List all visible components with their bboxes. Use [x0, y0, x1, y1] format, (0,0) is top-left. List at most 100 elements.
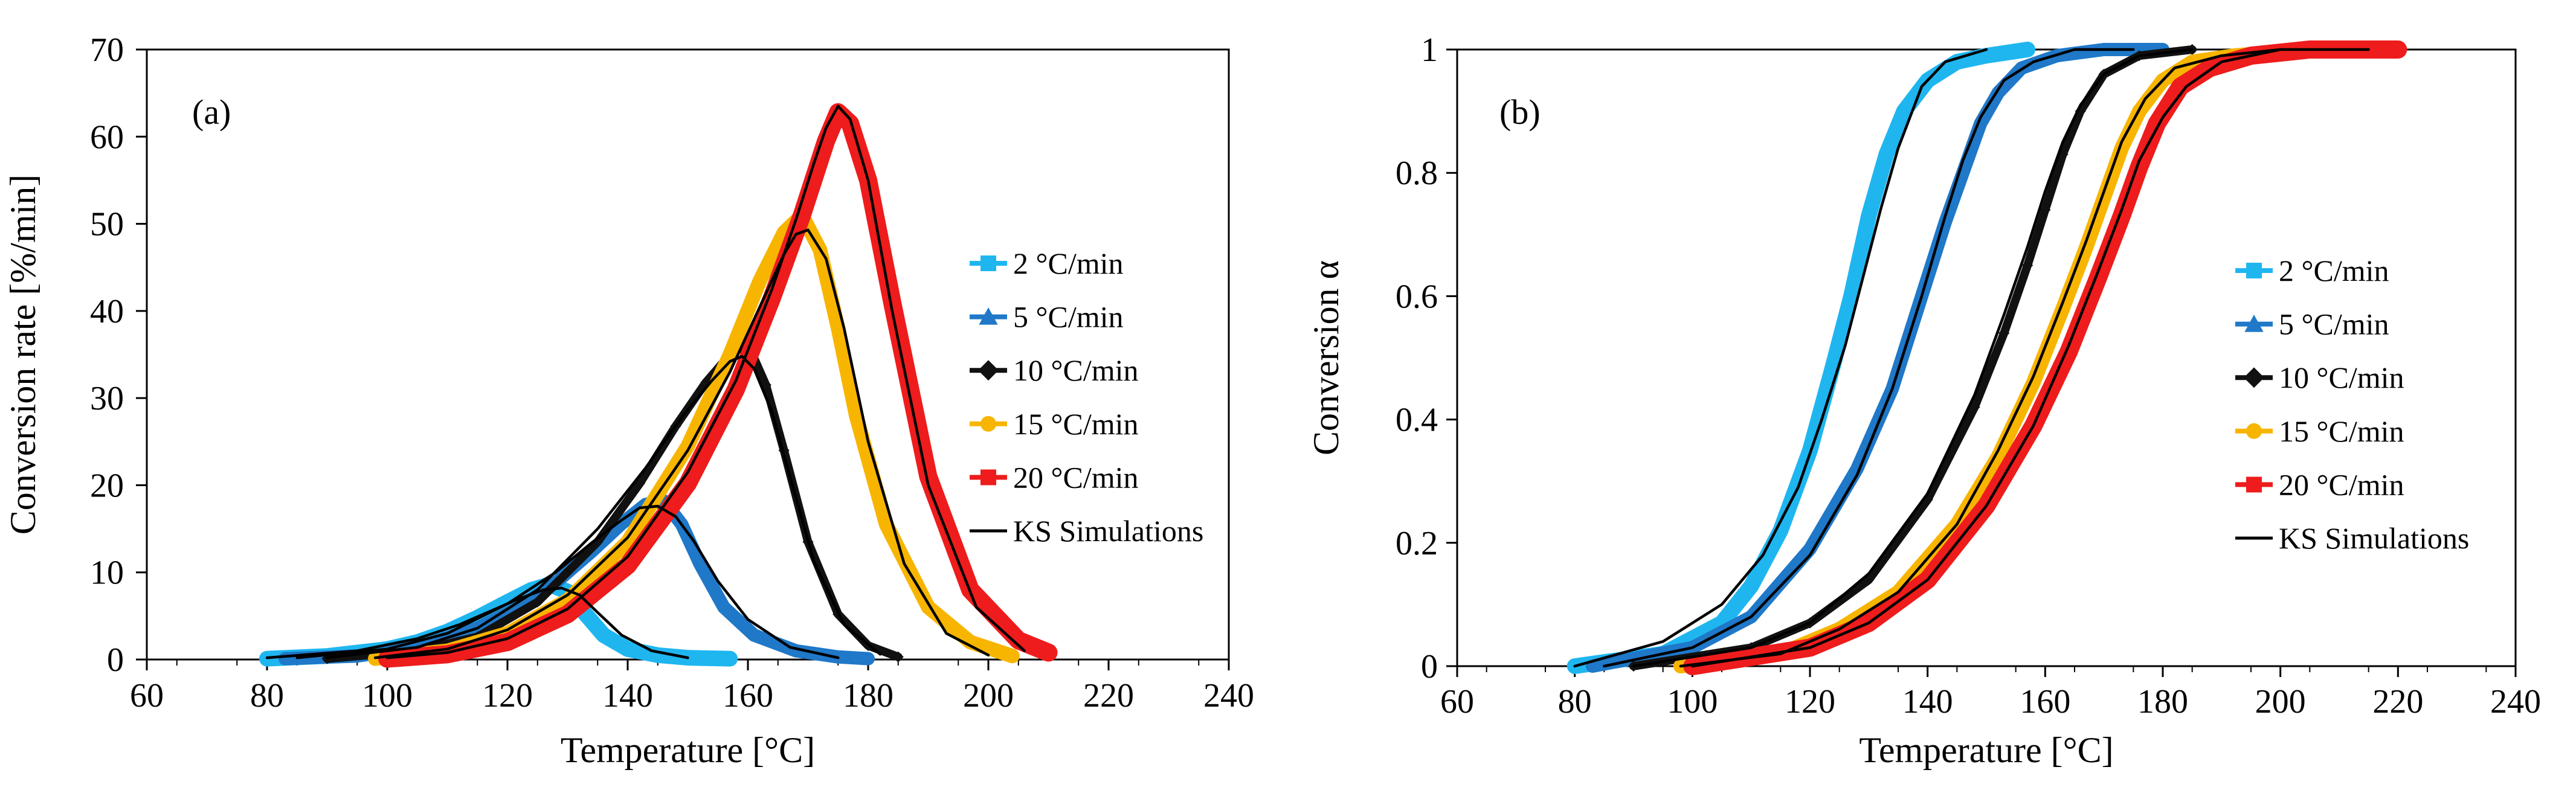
legend-marker-1 [2244, 315, 2264, 332]
legend-marker-1 [979, 307, 998, 325]
data-point-series-1 [791, 646, 801, 655]
data-point-series-0 [1847, 292, 1856, 301]
legend-marker-2 [978, 360, 999, 381]
data-point-series-4 [2394, 45, 2403, 54]
y-tick-label: 60 [90, 118, 124, 156]
legend-label: 10 °C/min [2279, 361, 2404, 394]
panel-b-conversion-chart: 60 80 100 120 140 160 180 200 220 240 0 0.2 0.4 0.6 0.… [1306, 31, 2541, 770]
x-tick-label: 60 [130, 677, 164, 714]
data-point-series-0 [1899, 107, 1908, 116]
data-point-series-1 [616, 518, 627, 528]
x-tick-label: 180 [843, 677, 894, 714]
y-tick-label: 0.8 [1396, 155, 1438, 192]
legend-marker-0 [2246, 263, 2262, 278]
legend-label: 5 °C/min [2279, 307, 2389, 341]
legend-marker-3 [2246, 423, 2262, 439]
x-tick-label: 60 [1440, 683, 1474, 721]
series-line-0 [1567, 42, 2036, 674]
legend-marker-4 [2246, 477, 2262, 493]
data-point-series-4 [623, 561, 632, 570]
legend-label: 20 °C/min [2279, 467, 2404, 501]
data-point-series-3 [881, 520, 890, 529]
ks-simulation-line-0 [265, 586, 689, 660]
ks-simulation-line-0 [1573, 48, 1988, 668]
x-tick-label: 120 [482, 677, 533, 714]
x-tick-label: 80 [250, 677, 284, 714]
data-point-series-1 [863, 653, 874, 663]
y-tick-label: 40 [90, 293, 124, 330]
x-tick-label: 240 [2490, 683, 2541, 721]
legend-label: 20 °C/min [1013, 460, 1139, 494]
y-tick-label: 0.2 [1396, 525, 1438, 562]
data-point-series-0 [2023, 45, 2032, 54]
data-point-series-2 [1969, 402, 1980, 413]
data-point-series-0 [1982, 51, 1991, 60]
data-point-series-3 [834, 324, 843, 333]
data-point-series-4 [797, 211, 807, 220]
y-tick-label: 50 [90, 206, 124, 243]
panel-a-conversion-rate-chart: 60 80 100 120 140 160 180 200 220 240 0 10 20 30 40 50 6… [3, 31, 1254, 770]
data-point-series-3 [852, 411, 861, 420]
data-point-series-1 [749, 630, 759, 640]
legend-label: 5 °C/min [1013, 300, 1124, 334]
x-axis-title: Temperature [°C] [1859, 730, 2113, 770]
legend-marker-3 [980, 416, 996, 432]
x-tick-label: 80 [1558, 683, 1592, 721]
data-point-series-4 [822, 136, 831, 146]
data-point-series-2 [1998, 327, 2010, 339]
x-tick-label: 140 [602, 677, 653, 714]
legend: 2 °C/min 5 °C/min 10 °C/min 15 °C/min 20 °C/… [970, 246, 1203, 548]
plot-frame [1456, 48, 2517, 667]
x-tick-label: 180 [2137, 683, 2188, 721]
data-point-series-2 [532, 596, 543, 608]
data-point-series-0 [1829, 359, 1838, 368]
legend: 2 °C/min 5 °C/min 10 °C/min 15 °C/min 20 °C/… [2235, 254, 2469, 555]
data-point-series-0 [1747, 582, 1756, 591]
data-point-series-2 [2040, 204, 2051, 216]
data-point-series-4 [683, 479, 692, 488]
x-tick-label: 200 [963, 677, 1014, 714]
x-axis-title: Temperature [°C] [561, 730, 815, 770]
ks-simulation-line-2 [326, 355, 882, 660]
x-tick-label: 240 [1203, 677, 1254, 714]
x-tick-label: 100 [362, 677, 413, 714]
data-point-series-3 [755, 276, 764, 285]
ks-simulation-line-4 [385, 104, 1026, 660]
x-tick-label: 120 [1785, 683, 1835, 721]
data-point-series-3 [1008, 652, 1017, 661]
y-axis-title: Conversion rate [%/min] [3, 175, 43, 535]
data-point-series-4 [563, 609, 572, 618]
data-point-series-1 [280, 653, 291, 663]
series-line-4 [378, 103, 1058, 668]
legend-label: 2 °C/min [2279, 254, 2389, 287]
data-point-series-2 [2022, 260, 2033, 271]
x-tick-label: 100 [1667, 683, 1718, 721]
data-point-series-0 [623, 644, 632, 653]
y-tick-label: 1 [1421, 31, 1438, 69]
legend-label: 2 °C/min [1013, 246, 1124, 280]
y-tick-label: 0.6 [1396, 278, 1438, 315]
x-tick-label: 160 [723, 677, 773, 714]
data-point-series-2 [892, 651, 904, 663]
legend-label: 15 °C/min [1013, 407, 1139, 441]
y-tick-label: 20 [90, 467, 124, 504]
y-axis-title: Conversion α [1306, 260, 1346, 455]
y-tick-label: 30 [90, 380, 124, 417]
ks-simulation-line-3 [1679, 48, 2282, 668]
legend-marker-0 [980, 255, 996, 271]
x-tick-label: 220 [2372, 683, 2423, 721]
legend-label: 15 °C/min [2279, 414, 2404, 448]
ks-simulation-line-2 [1632, 48, 2194, 668]
data-point-series-2 [1922, 494, 1933, 506]
data-point-series-0 [1776, 526, 1785, 535]
y-tick-label: 0 [1421, 648, 1438, 685]
data-point-series-1 [1587, 661, 1598, 670]
x-tick-label: 220 [1083, 677, 1134, 714]
x-tick-label: 200 [2255, 683, 2306, 721]
x-tick-label: 140 [1902, 683, 1953, 721]
y-tick-label: 0.4 [1396, 402, 1438, 439]
legend-label: KS Simulations [2279, 521, 2469, 555]
y-tick-label: 0 [107, 641, 124, 679]
data-point-series-2 [592, 536, 604, 548]
